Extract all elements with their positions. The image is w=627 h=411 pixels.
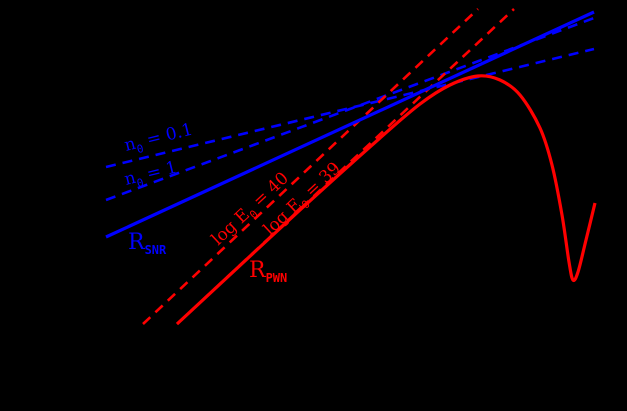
series-log-e0-40 <box>142 8 479 325</box>
label-r-pwn: RPWN <box>249 258 287 285</box>
series-r-pwn <box>175 74 597 326</box>
series-r-snr <box>105 10 595 239</box>
label-r-snr: RSNR <box>128 230 167 257</box>
series-layer <box>105 8 597 326</box>
label-n0-1: n0 = 1 <box>122 158 179 193</box>
